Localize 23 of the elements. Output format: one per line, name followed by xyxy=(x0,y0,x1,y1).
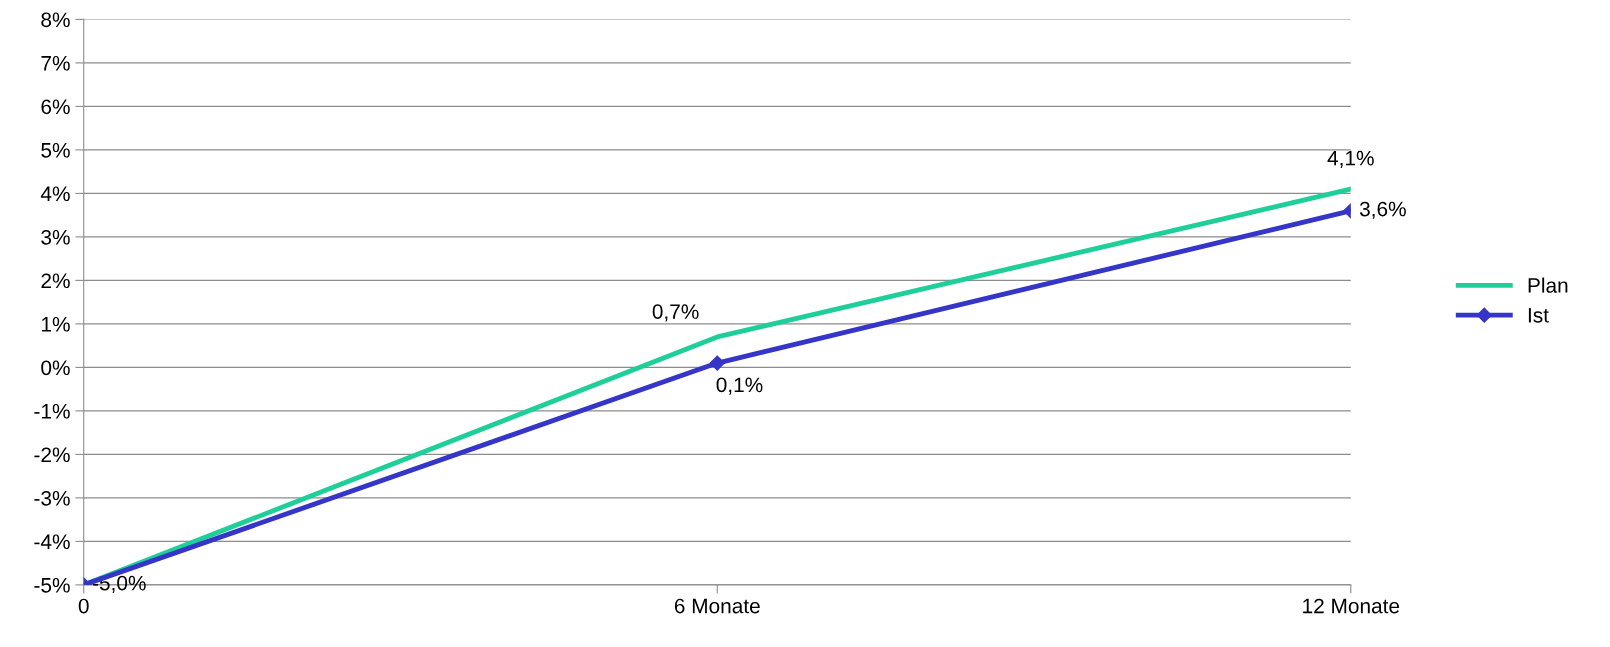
y-tick-label: 1% xyxy=(42,316,70,332)
y-tick-label: 6% xyxy=(41,99,70,115)
legend-label: Ist xyxy=(1528,308,1549,323)
y-tick-label: -3% xyxy=(34,490,70,506)
data-label: 4,1% xyxy=(1327,150,1374,168)
x-tick-label: 0 xyxy=(78,598,89,614)
y-tick-label: -2% xyxy=(34,447,70,463)
y-tick-label: -4% xyxy=(34,534,70,550)
x-tick-label: 12 Monate xyxy=(1303,598,1400,614)
y-tick-label: 3% xyxy=(41,229,70,245)
data-label: 0,1% xyxy=(716,377,763,395)
y-tick-label: 5% xyxy=(41,143,70,158)
y-tick-label: 8% xyxy=(41,12,70,28)
legend-label: Plan xyxy=(1528,277,1568,293)
data-label: 3,6% xyxy=(1359,201,1406,219)
y-tick-label: -1% xyxy=(34,403,70,419)
y-tick-label: 0% xyxy=(41,360,70,376)
y-tick-label: -5% xyxy=(34,577,70,593)
data-label: 0,7% xyxy=(652,304,699,322)
x-tick-label: 6 Monate xyxy=(674,598,760,614)
y-tick-label: 4% xyxy=(40,186,70,202)
y-tick-label: 2% xyxy=(41,273,70,289)
y-tick-label: 7% xyxy=(41,56,70,71)
